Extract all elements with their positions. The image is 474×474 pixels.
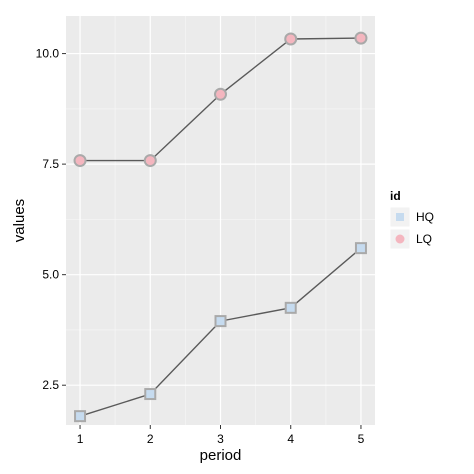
data-point-hq <box>354 242 367 255</box>
data-point-lq <box>214 87 227 101</box>
legend: id HQ LQ <box>389 189 434 250</box>
legend-marker-square <box>396 213 404 221</box>
y-axis-title: values <box>11 199 28 242</box>
x-tick-label: 3 <box>217 432 224 446</box>
major-gridlines <box>66 16 375 425</box>
legend-title: id <box>390 189 401 203</box>
series-layer <box>73 31 368 423</box>
legend-marker-circle <box>395 234 405 244</box>
x-tick-label: 5 <box>358 432 365 446</box>
legend-item-hq: HQ <box>389 206 434 228</box>
data-point-lq <box>143 154 157 168</box>
y-axis: 2.5 5.0 7.5 10.0 <box>36 47 66 392</box>
legend-label: HQ <box>416 210 434 224</box>
x-axis: 1 2 3 4 5 <box>77 425 365 446</box>
y-tick-label: 2.5 <box>42 378 59 392</box>
x-tick-label: 2 <box>147 432 154 446</box>
legend-label: LQ <box>416 232 432 246</box>
data-point-hq <box>74 410 87 423</box>
data-point-hq <box>214 315 227 328</box>
x-tick-label: 4 <box>287 432 294 446</box>
x-tick-label: 1 <box>77 432 84 446</box>
data-point-lq <box>354 31 368 45</box>
y-tick-label: 7.5 <box>42 157 59 171</box>
data-point-hq <box>144 388 157 401</box>
data-point-lq <box>284 32 298 46</box>
x-axis-title: period <box>200 447 242 464</box>
y-tick-label: 5.0 <box>42 268 59 282</box>
legend-items: HQ LQ <box>389 206 434 250</box>
y-tick-label: 10.0 <box>36 47 60 61</box>
data-point-lq <box>73 154 87 168</box>
legend-item-lq: LQ <box>389 228 432 250</box>
data-point-hq <box>284 301 297 314</box>
